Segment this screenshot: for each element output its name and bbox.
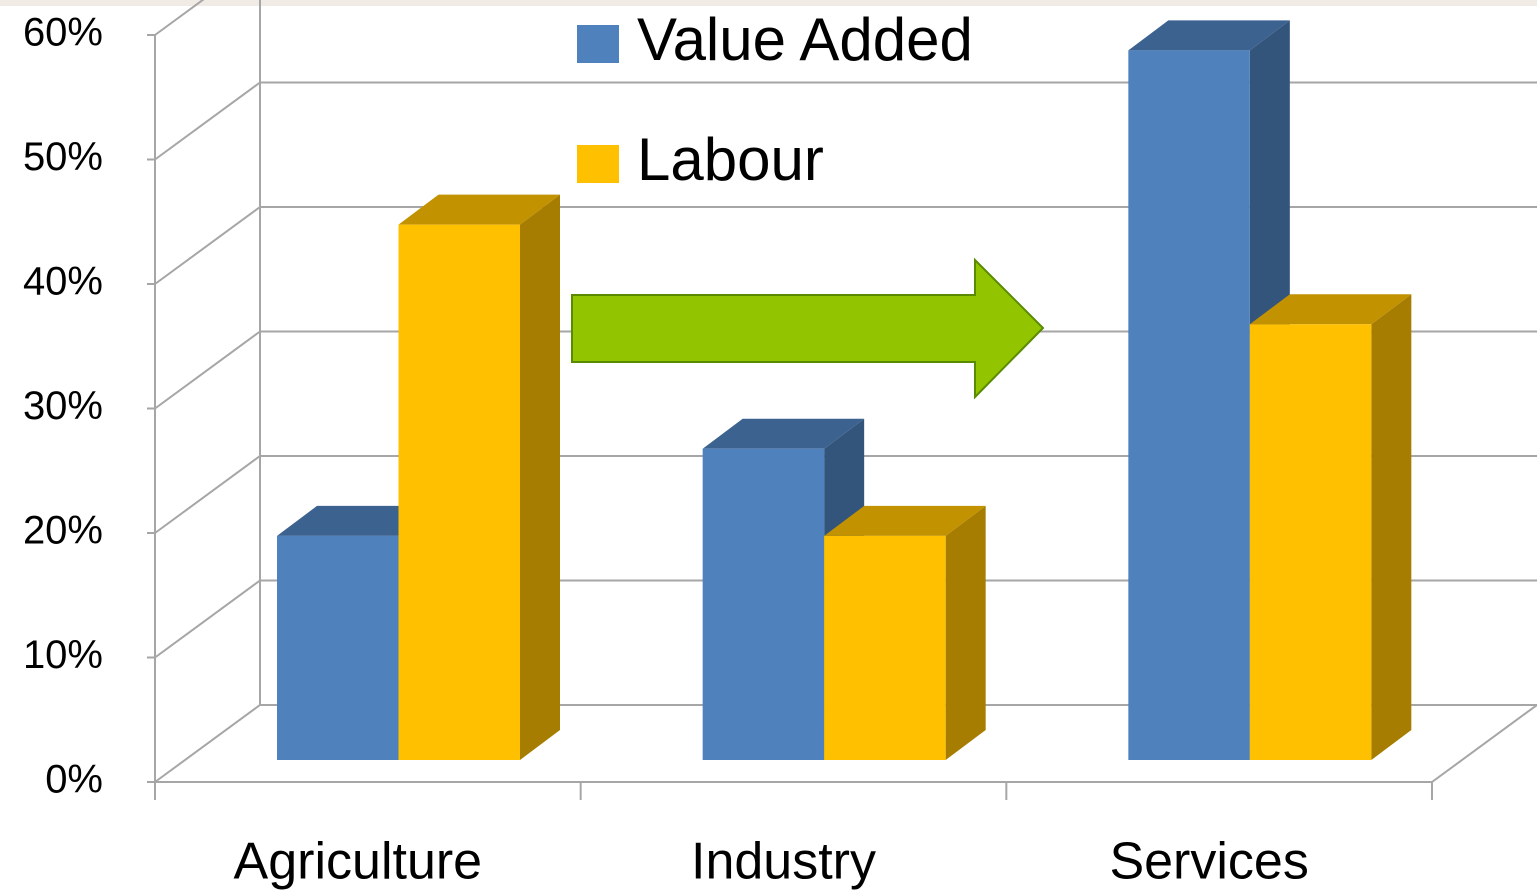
grid-line bbox=[154, 455, 261, 534]
top-strip bbox=[0, 0, 1537, 6]
grid-line bbox=[154, 206, 261, 285]
x-tick-label: Agriculture bbox=[234, 833, 483, 891]
bar-top bbox=[1128, 20, 1290, 51]
y-tick-label: 20% bbox=[23, 509, 103, 553]
y-tick-label: 50% bbox=[23, 135, 103, 179]
bar-top bbox=[1249, 294, 1412, 325]
shift-arrow bbox=[571, 257, 1045, 400]
grid-line bbox=[154, 579, 261, 659]
bar-top bbox=[398, 194, 560, 225]
grid-line bbox=[154, 81, 261, 161]
floor-edge bbox=[1431, 704, 1537, 783]
x-tick-label: Industry bbox=[691, 833, 876, 891]
legend-swatch bbox=[577, 25, 619, 63]
x-tick-label: Services bbox=[1109, 833, 1308, 891]
y-tick-label: 30% bbox=[23, 384, 103, 428]
grid-line bbox=[154, 0, 205, 36]
y-tick-label: 10% bbox=[23, 633, 103, 677]
bar bbox=[1249, 324, 1372, 760]
bar bbox=[824, 535, 946, 760]
bar bbox=[1128, 50, 1250, 761]
bar-side bbox=[1371, 294, 1412, 760]
bar-top bbox=[824, 505, 986, 536]
legend-label: Value Added bbox=[637, 6, 973, 73]
bars bbox=[277, 20, 1412, 761]
bar-side bbox=[945, 505, 986, 760]
y-tick-label: 40% bbox=[23, 260, 103, 304]
bar bbox=[277, 535, 399, 760]
y-tick-label: 60% bbox=[23, 11, 103, 55]
bar-top bbox=[277, 505, 439, 536]
legend-swatch bbox=[577, 145, 619, 183]
bar-side bbox=[520, 194, 560, 760]
grid-line bbox=[154, 704, 261, 783]
bar bbox=[702, 448, 825, 760]
grid-line bbox=[154, 330, 261, 410]
legend-label: Labour bbox=[637, 126, 824, 193]
bar bbox=[398, 224, 520, 760]
legend: Value Added Labour bbox=[577, 6, 973, 193]
bar-top bbox=[702, 418, 865, 449]
y-tick-label: 0% bbox=[45, 758, 103, 802]
